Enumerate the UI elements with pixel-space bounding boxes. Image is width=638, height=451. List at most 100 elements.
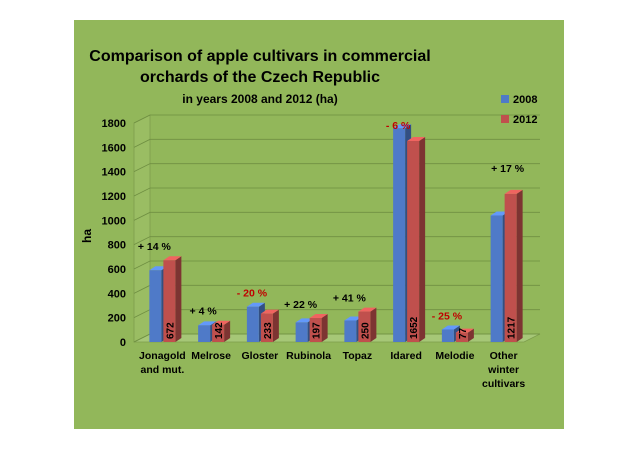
data-label: 672 [165, 322, 176, 339]
bar-2012-front [260, 313, 273, 342]
data-label: 77 [458, 327, 469, 339]
bar-2012-side [272, 309, 279, 342]
bar-2012-side [467, 328, 474, 342]
change-label: + 17 % [491, 163, 525, 175]
bar-2012-top [309, 314, 328, 319]
x-category-label-line: winter [487, 364, 519, 376]
x-category-label: Melrose [191, 350, 231, 362]
change-label: + 22 % [284, 299, 318, 311]
bar-2008-front [198, 325, 211, 342]
bar-2012 [309, 314, 328, 342]
bar-2012 [212, 320, 231, 342]
legend-label-2012: 2012 [513, 114, 537, 126]
x-category-label: Gloster [241, 350, 278, 362]
y-tick-label: 200 [108, 313, 126, 325]
x-category-label: Jonagold and mut. [139, 350, 186, 376]
x-category-label: Melodie [435, 350, 474, 362]
y-tick-label: 1200 [102, 191, 126, 203]
bar-2008-top [490, 211, 509, 216]
bar-2012-side [516, 189, 523, 342]
y-tick-label: 1600 [102, 142, 126, 154]
bar-2012-top [455, 328, 474, 333]
gridline [133, 114, 540, 124]
y-tick-label: 600 [108, 264, 126, 276]
gridline [133, 138, 540, 148]
bar-2012-side [419, 137, 426, 342]
x-category-label-line: Topaz [343, 350, 373, 362]
x-category-label-line: Melodie [435, 350, 474, 362]
x-category-label: Rubinola [286, 350, 331, 362]
x-category-label: Idared [390, 350, 422, 362]
bar-2012-top [358, 307, 377, 312]
bar-2008-front [295, 322, 308, 342]
bar-2012-front [309, 318, 322, 342]
bar-2012-top [212, 320, 231, 325]
bar-2008-top [441, 325, 460, 330]
x-category-label-line: cultivars [482, 378, 525, 390]
bar-2012-top [163, 256, 182, 261]
bar-2012-top [260, 309, 279, 314]
change-label: + 4 % [190, 306, 218, 318]
gridline [133, 236, 540, 246]
change-label: + 41 % [333, 293, 367, 305]
bar-2008-top [344, 316, 363, 321]
gridline [133, 163, 540, 173]
bar-2008-top [246, 302, 265, 307]
bar-2012-front [212, 324, 225, 342]
bar-2008-front [246, 306, 259, 342]
gridline [133, 187, 540, 197]
bar-2012 [358, 307, 377, 342]
x-category-label-line: Gloster [241, 350, 278, 362]
bar-2012-front [358, 311, 371, 342]
bar-2008-front [490, 215, 503, 342]
y-tick-label: 1400 [102, 167, 126, 179]
data-label: 250 [360, 322, 371, 339]
y-tick-label: 800 [108, 240, 126, 252]
bar-2012 [260, 309, 279, 342]
y-tick-label: 1800 [102, 118, 126, 130]
chart-subtitle: in years 2008 and 2012 (ha) [182, 92, 337, 106]
bar-2008-front [393, 128, 406, 342]
data-label: 1217 [507, 316, 518, 339]
bar-2008-top [295, 318, 314, 323]
bar-chart: 0 200 400 600 800 1000 1200 1400 1600 1800 672 + 14… [80, 48, 541, 390]
bar-2012-top [504, 189, 523, 194]
bar-2008-top [198, 321, 217, 326]
bar-2012-side [224, 320, 231, 342]
bar-2012 [407, 137, 426, 342]
x-category-label-line: Jonagold [139, 350, 186, 362]
data-label: 197 [312, 322, 323, 339]
y-tick-label: 1000 [102, 215, 126, 227]
bar-2008-front [441, 329, 454, 342]
data-label: 142 [214, 322, 225, 339]
legend-swatch-2012 [501, 115, 509, 123]
change-label: - 25 % [432, 310, 463, 322]
chart-title-line-1: Comparison of apple cultivars in commerc… [89, 48, 430, 65]
bar-2008-top [393, 124, 412, 129]
chart-side-wall [133, 114, 151, 343]
bar-2008-front [149, 270, 162, 342]
bar-2012-side [370, 307, 377, 342]
bar-2012-front [504, 193, 517, 342]
data-label: 1652 [409, 316, 420, 339]
y-tick-label: 0 [120, 337, 126, 349]
legend-label-2008: 2008 [513, 94, 537, 106]
x-category-label-line: Idared [390, 350, 422, 362]
bar-2008-top [149, 266, 168, 271]
bar-2008-front [344, 320, 357, 342]
gridline [133, 211, 540, 221]
chart-floor [133, 333, 541, 343]
bar-2012 [163, 256, 182, 342]
chart-title-line-2: orchards of the Czech Republic [140, 69, 380, 86]
change-label: - 20 % [237, 288, 268, 300]
bar-2012-side [175, 256, 182, 342]
bar-2012-top [407, 137, 426, 142]
bar-2012-front [455, 332, 468, 342]
x-category-label-line: Rubinola [286, 350, 331, 362]
x-category-label: Topaz [343, 350, 373, 362]
bar-2012-front [407, 141, 420, 342]
chart-panel: 0 200 400 600 800 1000 1200 1400 1600 1800 672 + 14… [74, 20, 564, 429]
legend: 2008 2012 [501, 94, 537, 126]
bar-2012 [504, 189, 523, 342]
change-label: - 6 % [386, 120, 411, 132]
